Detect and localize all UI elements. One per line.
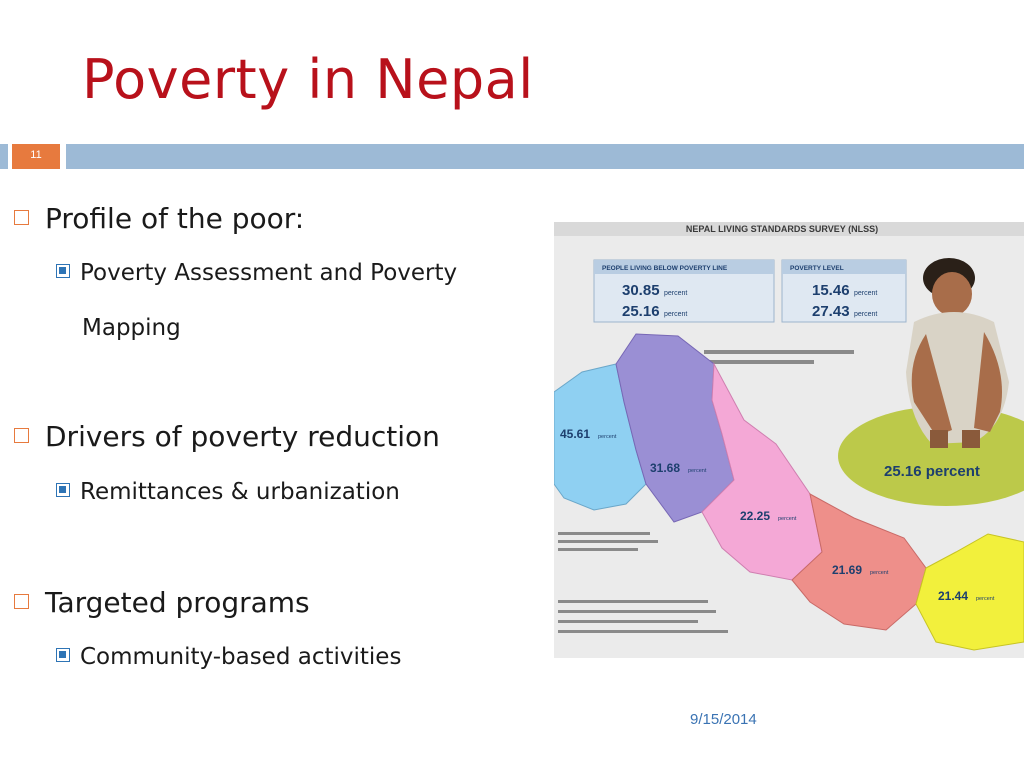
- map-region-central: [791, 493, 927, 631]
- filled-square-bullet-icon: [56, 648, 70, 662]
- infographic-banner: NEPAL LIVING STANDARDS SURVEY (NLSS): [686, 224, 878, 234]
- national-poverty-value: 25.16 percent: [884, 463, 980, 480]
- stat-value: 27.43: [812, 303, 850, 320]
- stat-unit: percent: [664, 311, 687, 318]
- sub-bullet-item: Community-based activities: [56, 644, 401, 670]
- sub-bullet-item: Remittances & urbanization: [56, 479, 400, 505]
- bullet-list: Profile of the poor: Poverty Assessment …: [14, 202, 457, 670]
- stat-value: 30.85: [622, 282, 660, 299]
- slide-number: 11: [12, 144, 60, 169]
- box-header: PEOPLE LIVING BELOW POVERTY LINE: [602, 265, 728, 272]
- bullet-text: Profile of the poor:: [45, 202, 305, 235]
- title-rule: [66, 144, 1024, 169]
- bullet-item: Profile of the poor:: [14, 202, 304, 235]
- region-value-western: 22.25: [740, 509, 770, 523]
- region-unit: percent: [976, 596, 995, 602]
- region-unit: percent: [778, 516, 797, 522]
- sub-bullet-text: Remittances & urbanization: [80, 479, 400, 505]
- seated-person-illustration: [906, 258, 1009, 448]
- region-unit: percent: [598, 434, 617, 440]
- region-unit: percent: [870, 570, 889, 576]
- map-region-eastern: [915, 533, 1024, 651]
- bullet-item: Drivers of poverty reduction: [14, 420, 440, 453]
- bullet-text: Drivers of poverty reduction: [45, 420, 440, 453]
- map-region-western: [701, 362, 823, 581]
- bullet-item: Targeted programs: [14, 586, 310, 619]
- stat-unit: percent: [854, 311, 877, 318]
- sub-bullet-continuation: Mapping: [82, 315, 181, 341]
- sub-bullet-item: Poverty Assessment and Poverty: [56, 260, 457, 286]
- bullet-text: Targeted programs: [45, 586, 310, 619]
- stat-value: 15.46: [812, 282, 850, 299]
- sub-bullet-text: Community-based activities: [80, 644, 402, 670]
- stat-unit: percent: [664, 290, 687, 297]
- region-value-central: 21.69: [832, 563, 862, 577]
- slide-title: Poverty in Nepal: [82, 48, 534, 111]
- nepal-poverty-infographic: NEPAL LIVING STANDARDS SURVEY (NLSS) PEO…: [554, 222, 1024, 658]
- stat-unit: percent: [854, 290, 877, 297]
- box-header: POVERTY LEVEL: [790, 265, 844, 272]
- square-bullet-icon: [14, 428, 29, 443]
- region-value-mid-western: 31.68: [650, 461, 680, 475]
- stat-value: 25.16: [622, 303, 660, 320]
- region-value-eastern: 21.44: [938, 589, 968, 603]
- square-bullet-icon: [14, 210, 29, 225]
- region-unit: percent: [688, 468, 707, 474]
- sub-bullet-text: Poverty Assessment and Poverty: [80, 260, 458, 286]
- title-rule-left: [0, 144, 8, 169]
- filled-square-bullet-icon: [56, 483, 70, 497]
- region-value-far-western: 45.61: [560, 427, 590, 441]
- square-bullet-icon: [14, 594, 29, 609]
- slide-date: 9/15/2014: [690, 711, 757, 728]
- filled-square-bullet-icon: [56, 264, 70, 278]
